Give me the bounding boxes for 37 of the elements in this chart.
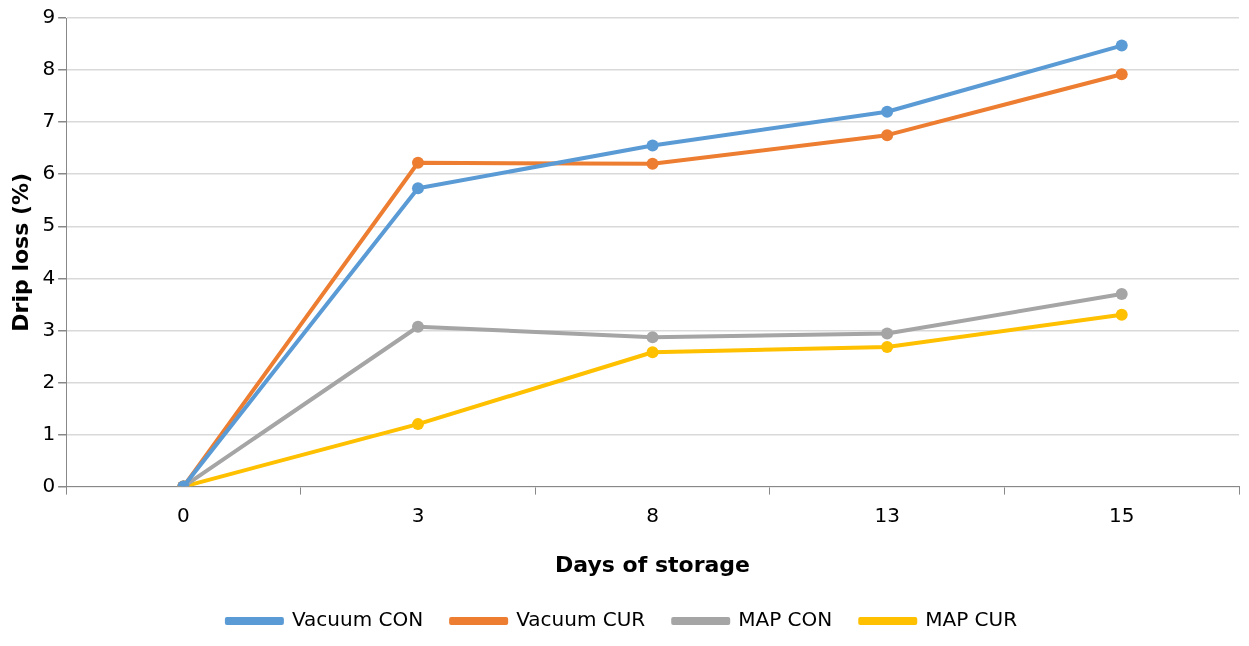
legend-label: MAP CUR	[925, 607, 1018, 632]
point	[646, 157, 659, 170]
y-tick-label: 3	[42, 316, 56, 341]
y-tick-label: 4	[42, 264, 56, 289]
point	[411, 182, 424, 195]
point	[881, 105, 894, 118]
y-tick-label: 2	[42, 368, 56, 393]
y-tick-label: 9	[42, 4, 56, 29]
point	[411, 320, 424, 333]
y-tick-label: 5	[42, 212, 56, 237]
point	[881, 341, 894, 354]
legend-label: Vacuum CUR	[516, 607, 646, 632]
point	[1115, 39, 1128, 52]
y-tick-label: 6	[42, 160, 56, 185]
x-tick-label: 8	[646, 502, 659, 527]
y-tick-label: 8	[42, 56, 56, 81]
x-tick-label: 3	[411, 502, 425, 527]
point	[411, 418, 424, 431]
x-tick-label: 0	[177, 502, 190, 527]
point	[411, 156, 424, 169]
x-tick-label: 15	[1108, 502, 1135, 527]
point	[1115, 308, 1128, 321]
y-tick-label: 1	[42, 420, 56, 445]
point	[881, 327, 894, 340]
point	[881, 129, 894, 142]
x-axis-title: Days of storage	[555, 551, 751, 577]
x-tick-label: 13	[874, 502, 900, 527]
point	[1115, 287, 1128, 300]
point	[646, 331, 659, 344]
legend-label: MAP CON	[738, 607, 833, 632]
y-axis-title: Drip loss (%)	[7, 172, 33, 332]
point	[646, 139, 659, 152]
point	[1115, 68, 1128, 81]
point	[646, 346, 659, 359]
y-tick-label: 7	[42, 108, 56, 133]
y-tick-label: 0	[42, 472, 56, 497]
legend-label: Vacuum CON	[291, 607, 424, 632]
